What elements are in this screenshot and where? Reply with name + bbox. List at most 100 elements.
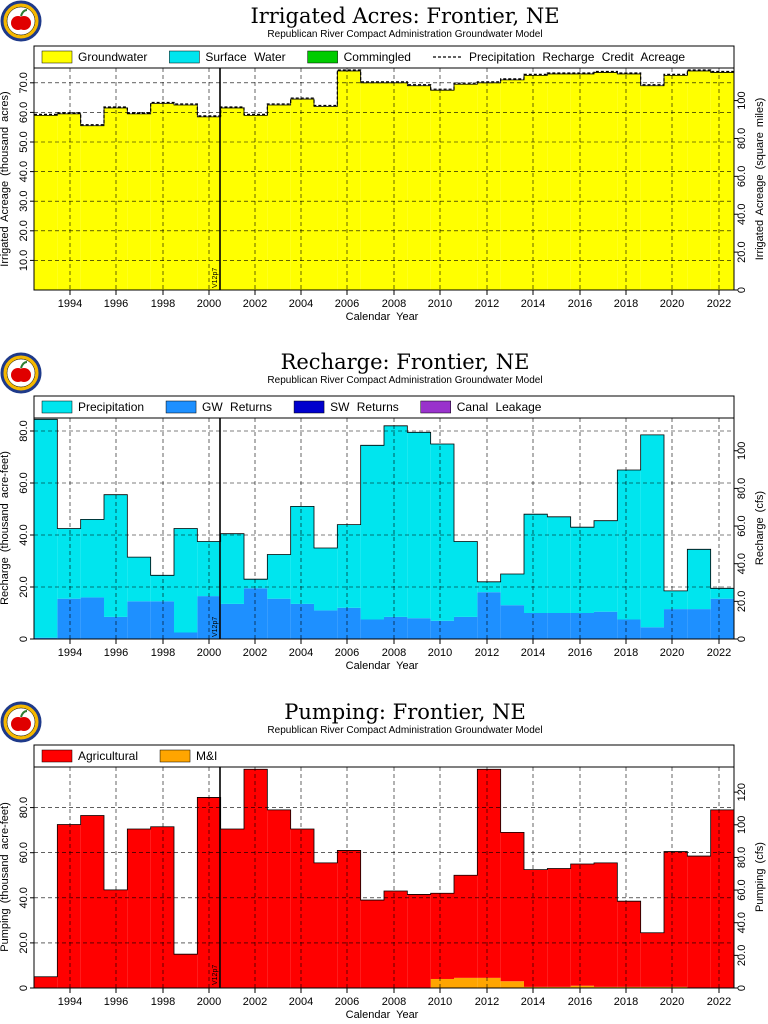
bar-precipitation-2006	[337, 524, 361, 608]
legend-swatch	[41, 50, 73, 64]
bar-groundwater-2003	[267, 105, 291, 290]
bar-m-i-2016	[570, 985, 594, 988]
x-tick-label: 2014	[521, 298, 545, 310]
y-tick-label: 60.0	[18, 842, 30, 863]
bar-groundwater-2010	[430, 90, 454, 290]
x-tick-label: 2012	[475, 298, 499, 310]
bar-groundwater-2020	[664, 75, 688, 291]
bar-gw-returns-2004	[290, 603, 314, 639]
apple-logo-icon	[0, 352, 42, 394]
x-tick-label: 2004	[289, 298, 313, 310]
bar-precipitation-2017	[594, 520, 618, 612]
bar-agricultural-2005	[314, 862, 338, 988]
bar-gw-returns-2008	[384, 616, 408, 639]
y2-tick-label: 0	[736, 287, 748, 293]
chart-subtitle: Republican River Compact Administration …	[267, 29, 542, 40]
x-tick-label: 2000	[197, 647, 221, 659]
bar-precipitation-1999	[174, 528, 198, 633]
y2-tick-label: 40.0	[736, 204, 748, 225]
bar-precipitation-1995	[80, 519, 104, 598]
bar-agricultural-2001	[220, 829, 244, 988]
x-tick-label: 2002	[243, 298, 267, 310]
x-tick-label: 2014	[521, 647, 545, 659]
x-tick-label: 2020	[660, 647, 684, 659]
bar-groundwater-1998	[150, 103, 174, 291]
y-tick-label: 60.0	[18, 102, 30, 123]
x-tick-label: 2008	[382, 996, 406, 1008]
bar-precipitation-2021	[687, 549, 711, 610]
bar-agricultural-1999	[174, 954, 198, 988]
y2-tick-label: 20.0	[736, 241, 748, 262]
bar-agricultural-2007	[360, 900, 384, 988]
bar-gw-returns-2014	[524, 613, 548, 639]
y-tick-label: 20.0	[18, 220, 30, 241]
x-tick-label: 2016	[568, 647, 592, 659]
version-marker-label: V12p7	[212, 965, 219, 985]
x-tick-label: 2000	[197, 298, 221, 310]
chart-legend: Agricultural M&I	[33, 744, 735, 768]
bar-groundwater-2014	[524, 75, 548, 291]
bar-precipitation-2009	[407, 432, 431, 619]
x-tick-label: 2010	[428, 996, 452, 1008]
bar-gw-returns-2019	[640, 627, 664, 639]
x-tick-label: 2022	[707, 996, 731, 1008]
bar-groundwater-2005	[314, 106, 338, 290]
bar-gw-returns-2006	[337, 607, 361, 639]
bar-groundwater-2006	[337, 70, 361, 291]
y2-tick-label: 80.0	[736, 847, 748, 868]
x-tick-label: 2022	[707, 298, 731, 310]
x-tick-label: 2006	[335, 996, 359, 1008]
bar-precipitation-2020	[664, 590, 688, 610]
apple-logo-icon	[0, 701, 42, 743]
chart-subtitle: Republican River Compact Administration …	[267, 725, 542, 736]
bar-agricultural-2015	[547, 868, 571, 987]
x-tick-label: 1998	[151, 298, 175, 310]
bar-agricultural-2012	[477, 769, 501, 978]
y-tick-label: 80.0	[18, 420, 30, 441]
bar-gw-returns-1994	[57, 598, 81, 639]
bar-gw-returns-2017	[594, 611, 618, 639]
bar-precipitation-2016	[570, 527, 594, 613]
bar-gw-returns-2016	[570, 613, 594, 639]
bar-precipitation-1994	[57, 528, 81, 599]
bar-groundwater-2004	[290, 99, 314, 290]
bar-agricultural-2020	[664, 851, 688, 987]
x-axis-label: Calendar Year	[346, 660, 419, 672]
x-tick-label: 2008	[382, 298, 406, 310]
version-marker-label: V12p7	[212, 617, 219, 637]
y-tick-label: 30.0	[18, 190, 30, 211]
legend-label: Canal Leakage	[457, 400, 542, 414]
bar-agricultural-2017	[594, 862, 618, 987]
bar-m-i-2020	[664, 986, 688, 988]
bar-precipitation-2004	[290, 506, 314, 604]
x-tick-label: 1996	[104, 298, 128, 310]
x-tick-label: 2018	[614, 647, 638, 659]
legend-label: GW Returns	[202, 400, 272, 414]
bar-groundwater-1995	[80, 125, 104, 290]
x-tick-label: 1996	[104, 996, 128, 1008]
y-tick-label: 20.0	[18, 576, 30, 597]
bar-gw-returns-1997	[127, 601, 151, 639]
y2-tick-label: 100	[736, 91, 748, 109]
x-tick-label: 2006	[335, 647, 359, 659]
y-axis-label: Irrigated Acreage (thousand acres)	[0, 91, 11, 266]
plot-frame	[33, 417, 735, 640]
bar-gw-returns-2020	[664, 609, 688, 639]
bar-groundwater-1996	[104, 107, 128, 291]
bar-gw-returns-2003	[267, 598, 291, 639]
y2-axis-label: Pumping (cfs)	[754, 842, 766, 912]
x-tick-label: 2010	[428, 647, 452, 659]
bar-precipitation-2002	[244, 579, 268, 589]
x-tick-label: 2016	[568, 298, 592, 310]
bar-groundwater-2001	[220, 107, 244, 291]
chart-title: Pumping: Frontier, NE	[284, 700, 526, 724]
x-tick-label: 2020	[660, 298, 684, 310]
x-tick-label: 1994	[58, 298, 82, 310]
y-tick-label: 50.0	[18, 131, 30, 152]
bar-agricultural-2010	[430, 893, 454, 979]
chart-title: Recharge: Frontier, NE	[281, 350, 530, 374]
bar-agricultural-2013	[500, 832, 524, 982]
bar-precipitation-2003	[267, 554, 291, 599]
